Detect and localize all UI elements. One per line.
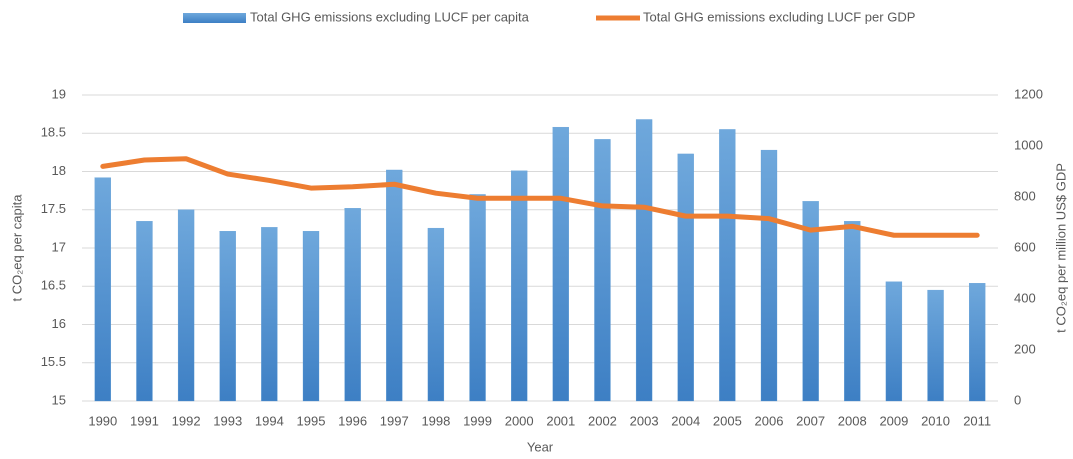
x-tick-label: 1998 <box>421 413 450 428</box>
bar <box>802 201 819 402</box>
y-tick-label: 16.5 <box>41 278 66 293</box>
x-tick-label: 2007 <box>796 413 825 428</box>
bar <box>969 283 986 402</box>
x-tick-label: 2009 <box>879 413 908 428</box>
y2-tick-label: 600 <box>1014 239 1036 254</box>
x-tick-label: 1994 <box>255 413 284 428</box>
y-tick-label: 19 <box>52 86 66 101</box>
x-tick-label: 1997 <box>380 413 409 428</box>
y-tick-label: 18.5 <box>41 125 66 140</box>
y2-axis-title: t CO₂eq per million US$ GDP <box>1053 163 1068 333</box>
y-tick-label: 16 <box>52 316 66 331</box>
bar <box>552 126 569 402</box>
x-tick-label: 1992 <box>172 413 201 428</box>
bar <box>94 177 111 402</box>
y-tick-label: 15.5 <box>41 354 66 369</box>
bar <box>344 208 361 402</box>
legend-label: Total GHG emissions excluding LUCF per G… <box>643 9 915 24</box>
x-tick-label: 2006 <box>755 413 784 428</box>
legend-label: Total GHG emissions excluding LUCF per c… <box>250 9 530 24</box>
bar <box>511 170 528 402</box>
line <box>100 156 980 238</box>
bar <box>136 221 153 402</box>
y2-tick-label: 1000 <box>1014 137 1043 152</box>
x-tick-label: 2003 <box>630 413 659 428</box>
x-tick-label: 1991 <box>130 413 159 428</box>
y-tick-label: 15 <box>52 392 66 407</box>
y-tick-label: 17 <box>52 239 66 254</box>
x-tick-label: 2011 <box>963 413 991 428</box>
x-tick-label: 2004 <box>671 413 700 428</box>
bar <box>719 129 736 402</box>
bar <box>427 227 445 402</box>
bar <box>677 153 694 402</box>
bar <box>386 169 403 402</box>
bar <box>177 209 195 402</box>
bar <box>261 227 278 402</box>
y2-tick-label: 800 <box>1014 188 1036 203</box>
y2-tick-label: 1200 <box>1014 86 1043 101</box>
bar <box>469 194 486 402</box>
x-axis-title: Year <box>527 439 554 454</box>
y2-tick-label: 400 <box>1014 290 1036 305</box>
bar <box>885 281 903 402</box>
x-tick-label: 2001 <box>546 413 575 428</box>
x-tick-label: 1995 <box>297 413 326 428</box>
y-axis-title: t CO₂eq per capita <box>9 194 24 302</box>
x-tick-label: 2010 <box>921 413 950 428</box>
bar <box>760 149 778 402</box>
y2-tick-label: 200 <box>1014 341 1036 356</box>
bar <box>594 139 611 402</box>
bar <box>844 221 861 402</box>
x-tick-label: 1996 <box>338 413 367 428</box>
legend-swatch <box>183 13 246 23</box>
bar <box>302 231 320 402</box>
y-tick-label: 18 <box>52 163 66 178</box>
bar <box>635 119 653 402</box>
bar <box>219 231 236 402</box>
x-tick-label: 1993 <box>213 413 242 428</box>
x-tick-label: 1990 <box>88 413 117 428</box>
x-tick-label: 2008 <box>838 413 867 428</box>
x-tick-label: 2005 <box>713 413 742 428</box>
x-tick-label: 1999 <box>463 413 492 428</box>
y2-tick-label: 0 <box>1014 392 1021 407</box>
x-tick-label: 2002 <box>588 413 617 428</box>
y-tick-label: 17.5 <box>41 201 66 216</box>
x-tick-label: 2000 <box>505 413 534 428</box>
bar <box>927 289 944 402</box>
